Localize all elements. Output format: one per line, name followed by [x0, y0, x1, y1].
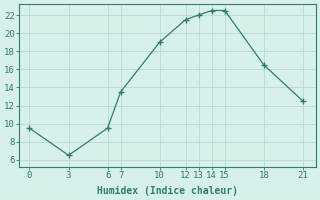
X-axis label: Humidex (Indice chaleur): Humidex (Indice chaleur): [97, 186, 238, 196]
